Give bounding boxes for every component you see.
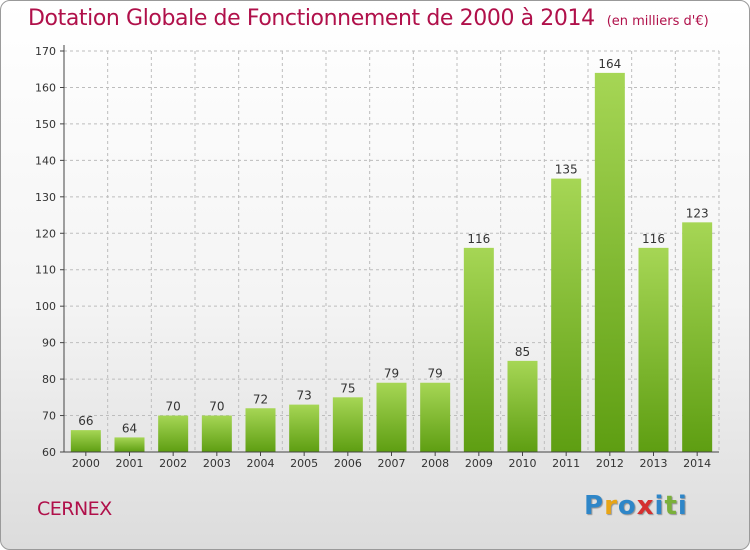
x-tick-label-2008: 2008: [421, 457, 449, 470]
y-tick-label: 170: [35, 45, 56, 58]
bar-2007: [376, 382, 407, 452]
bar-2012: [594, 72, 625, 452]
bar-2014: [682, 222, 713, 452]
data-label-2000: 66: [78, 414, 93, 428]
data-label-2007: 79: [384, 367, 399, 381]
x-tick-label-2013: 2013: [640, 457, 668, 470]
x-tick-label-2000: 2000: [72, 457, 100, 470]
x-tick-label-2009: 2009: [465, 457, 493, 470]
data-label-2005: 73: [297, 389, 312, 403]
labels: 60 70 80 90 100 110 120 130 140 150 160 170 66 2000 64…: [35, 45, 711, 470]
grid-lines: [64, 50, 720, 452]
data-label-2001: 64: [122, 421, 137, 435]
logo-letter: o: [617, 491, 637, 521]
x-tick-label-2001: 2001: [116, 457, 144, 470]
bar-2000: [70, 430, 101, 452]
proxiti-logo: Proxiti: [584, 491, 688, 521]
data-label-2011: 135: [555, 163, 578, 177]
y-tick-label: 100: [35, 300, 56, 313]
y-tick-label: 90: [42, 337, 56, 350]
logo-letter: P: [584, 491, 605, 521]
y-tick-label: 70: [42, 410, 56, 423]
data-label-2002: 70: [166, 400, 181, 414]
bar-2010: [507, 360, 538, 452]
title-text: Dotation Globale de Fonctionnement de 20…: [28, 6, 595, 31]
x-tick-label-2005: 2005: [290, 457, 318, 470]
y-tick-label: 80: [42, 373, 56, 386]
logo-letter: i: [677, 491, 688, 521]
x-tick-label-2014: 2014: [683, 457, 711, 470]
y-tick-label: 130: [35, 191, 56, 204]
y-tick-label: 60: [42, 446, 56, 459]
chart-title: Dotation Globale de Fonctionnement de 20…: [28, 6, 709, 31]
data-label-2013: 116: [642, 232, 665, 246]
bar-2009: [463, 247, 494, 452]
data-label-2014: 123: [686, 206, 709, 220]
y-tick-label: 140: [35, 154, 56, 167]
logo-letter: x: [636, 491, 655, 521]
data-label-2012: 164: [598, 57, 621, 71]
x-tick-label-2003: 2003: [203, 457, 231, 470]
x-tick-label-2010: 2010: [509, 457, 537, 470]
data-label-2004: 72: [253, 392, 268, 406]
logo-letter: t: [664, 491, 678, 521]
bar-2002: [158, 415, 189, 452]
x-tick-label-2002: 2002: [159, 457, 187, 470]
x-tick-label-2011: 2011: [552, 457, 580, 470]
data-label-2010: 85: [515, 345, 530, 359]
y-tick-label: 120: [35, 227, 56, 240]
bar-2003: [201, 415, 232, 452]
bars: [70, 72, 713, 452]
y-tick-label: 150: [35, 118, 56, 131]
data-label-2009: 116: [467, 232, 490, 246]
x-tick-label-2004: 2004: [247, 457, 275, 470]
axes: [60, 45, 719, 456]
x-tick-label-2006: 2006: [334, 457, 362, 470]
y-tick-label: 110: [35, 264, 56, 277]
bar-2004: [245, 408, 276, 452]
bar-2005: [289, 404, 320, 452]
data-label-2006: 75: [340, 381, 355, 395]
bar-2013: [638, 247, 669, 452]
bar-2011: [551, 178, 582, 452]
logo-letter: i: [654, 491, 665, 521]
data-label-2003: 70: [209, 400, 224, 414]
data-label-2008: 79: [428, 367, 443, 381]
bar-2001: [114, 437, 145, 452]
x-tick-label-2007: 2007: [378, 457, 406, 470]
y-tick-label: 160: [35, 81, 56, 94]
x-tick-label-2012: 2012: [596, 457, 624, 470]
unit-subtitle: (en milliers d'€): [606, 14, 709, 29]
logo-letter: r: [604, 491, 618, 521]
bar-2006: [332, 397, 363, 452]
city-name: CERNEX: [37, 498, 112, 520]
bar-2008: [420, 382, 451, 452]
